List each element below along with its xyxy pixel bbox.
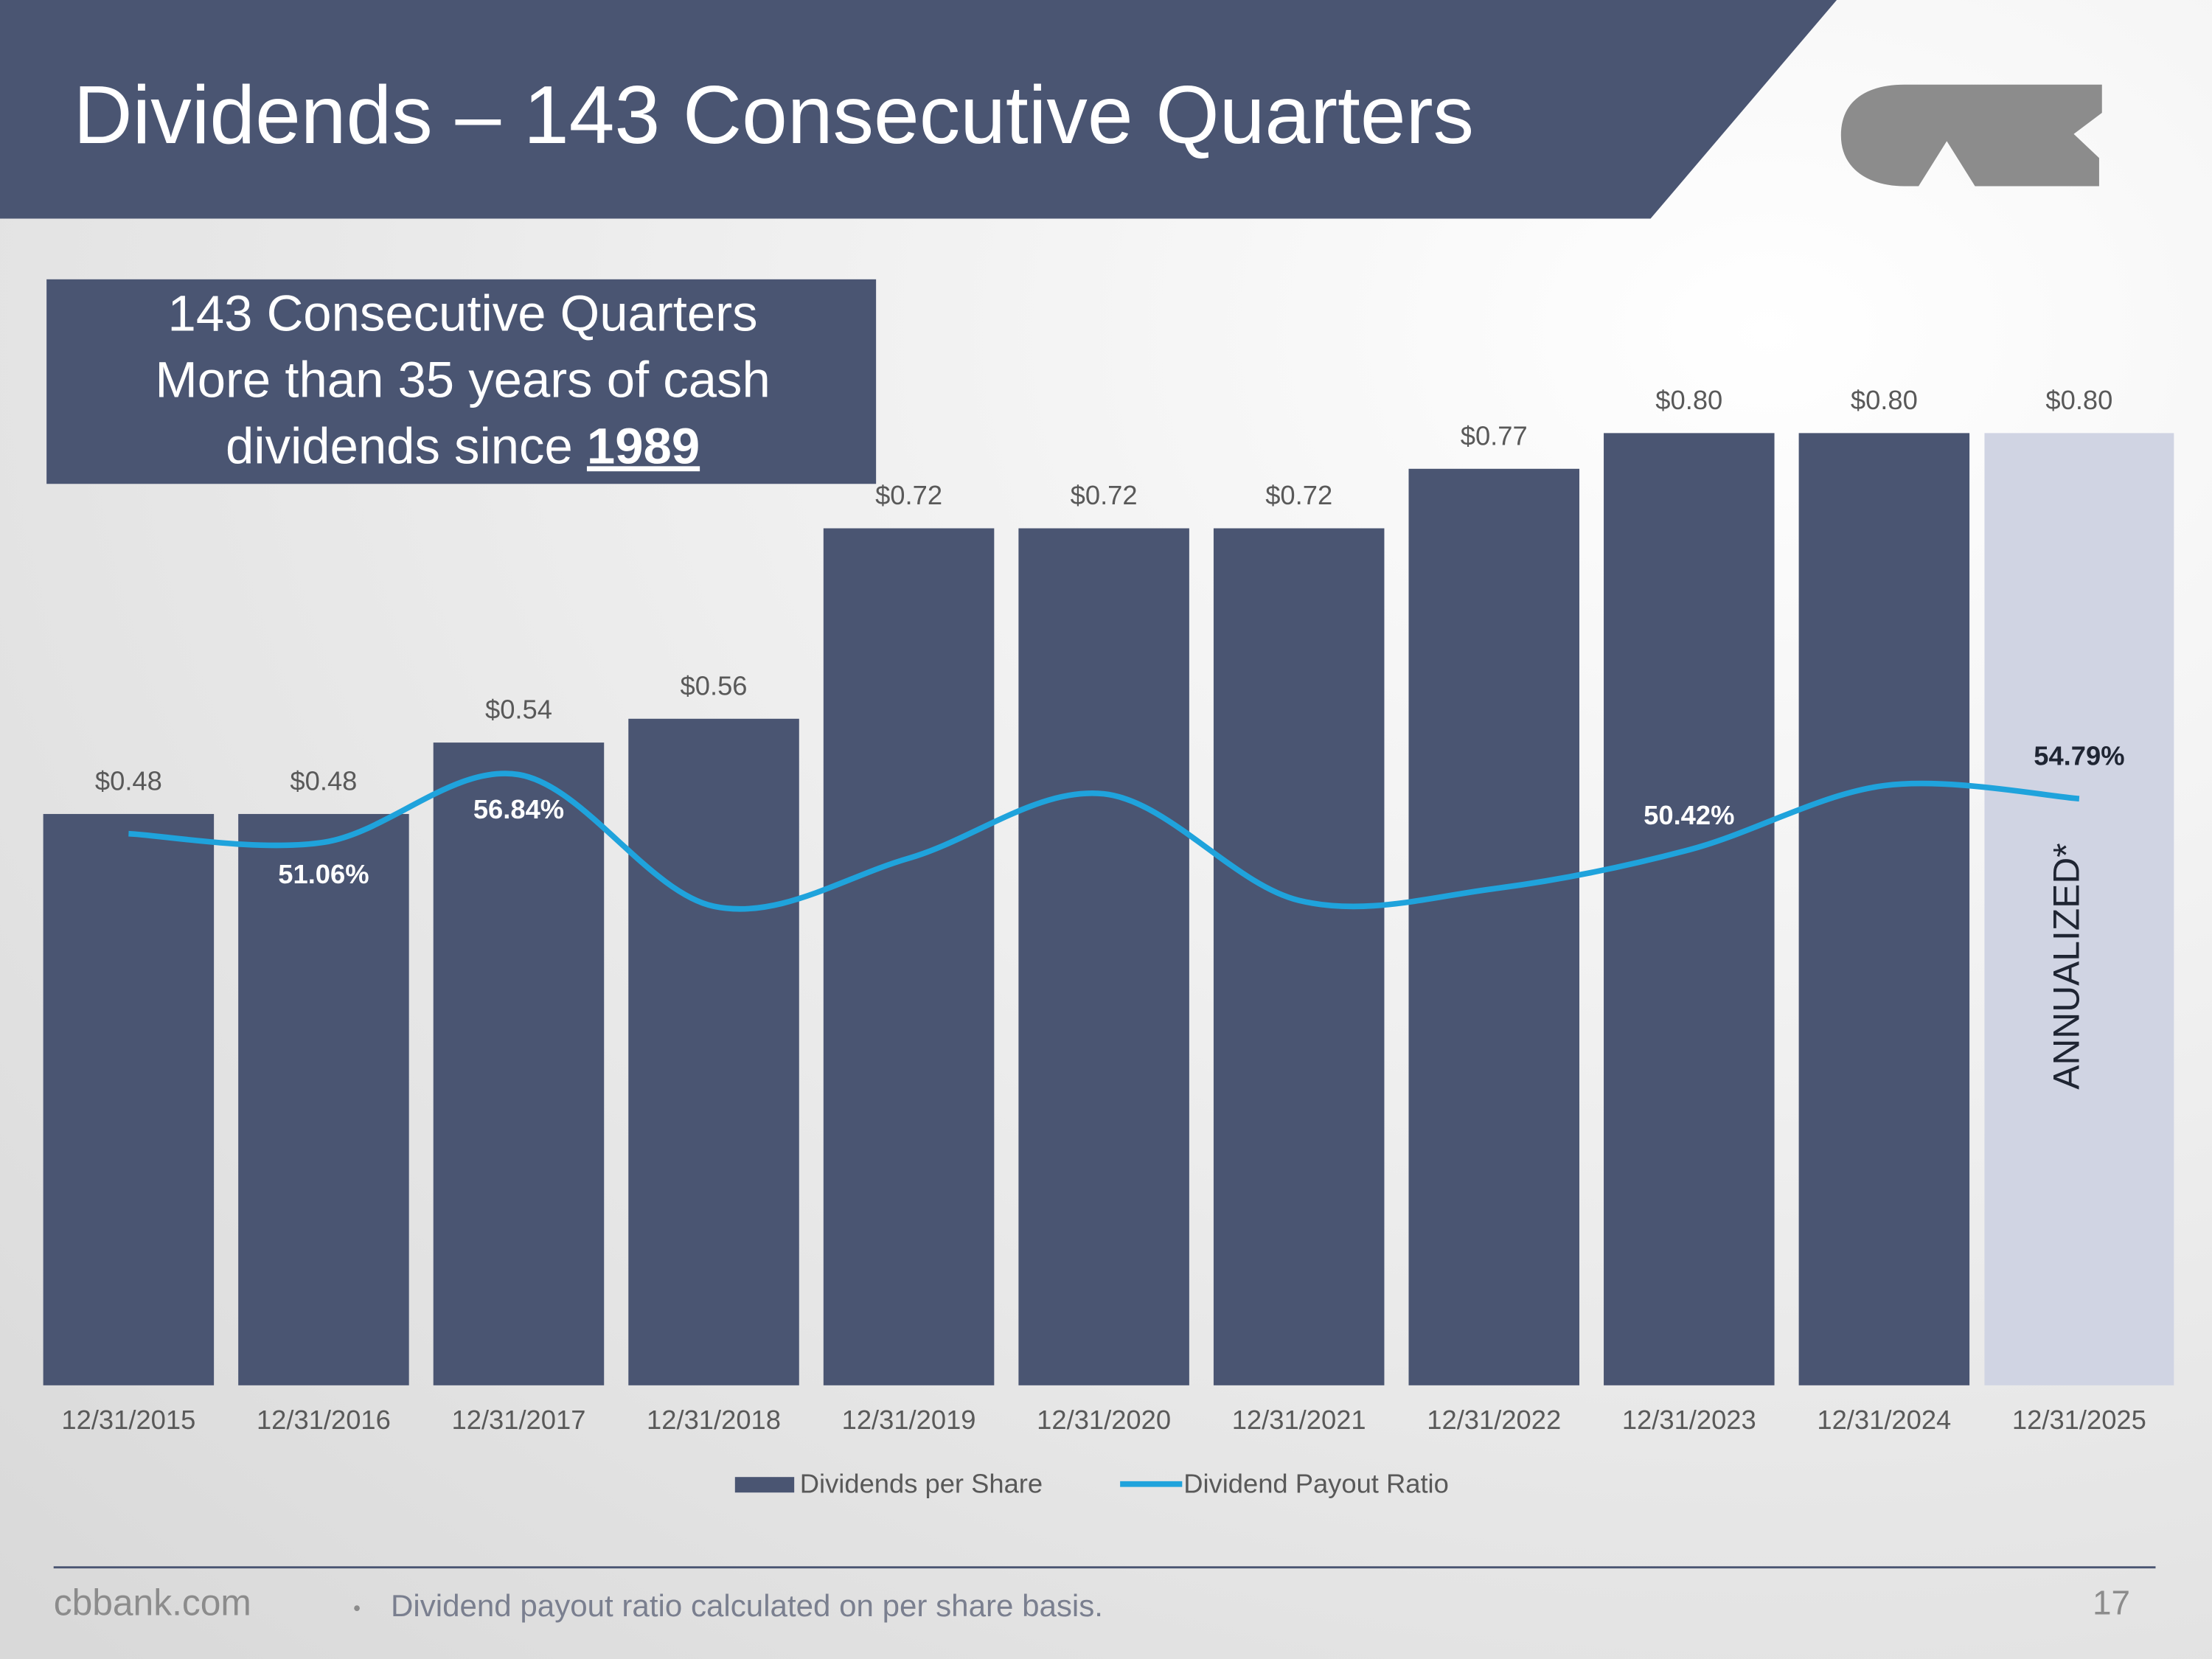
- x-tick-label: 12/31/2021: [1232, 1405, 1366, 1435]
- x-tick-label: 12/31/2019: [842, 1405, 976, 1435]
- bar: [1798, 433, 1970, 1385]
- page-number: 17: [2093, 1583, 2130, 1621]
- bar-value-label: $0.72: [875, 480, 942, 510]
- bar-value-label: $0.54: [485, 695, 552, 725]
- slide-title: Dividends – 143 Consecutive Quarters: [73, 69, 1474, 161]
- bar-value-label: $0.77: [1461, 420, 1528, 451]
- bar: [628, 718, 799, 1385]
- line-value-label: 50.42%: [1644, 800, 1734, 830]
- callout-line: dividends since 1989: [226, 418, 700, 475]
- bar-value-label: $0.48: [95, 765, 162, 796]
- x-tick-label: 12/31/2020: [1037, 1405, 1171, 1435]
- x-tick-label: 12/31/2024: [1817, 1405, 1951, 1435]
- callout-box: [46, 279, 877, 484]
- bar-value-label: $0.72: [1265, 480, 1332, 510]
- callout-line: 143 Consecutive Quarters: [168, 285, 758, 342]
- bar: [1213, 528, 1385, 1385]
- callout-line: dividends since: [226, 418, 573, 475]
- bar: [1408, 468, 1579, 1385]
- legend-swatch: [734, 1477, 795, 1493]
- highlight-column: [1984, 433, 2174, 1385]
- x-tick-label: 12/31/2015: [61, 1405, 195, 1435]
- legend-label: Dividend Payout Ratio: [1183, 1468, 1449, 1498]
- x-tick-label: 12/31/2018: [647, 1405, 781, 1435]
- bar: [238, 813, 409, 1385]
- x-tick-label: 12/31/2017: [452, 1405, 586, 1435]
- callout-year: 1989: [587, 418, 700, 475]
- x-tick-label: 12/31/2023: [1622, 1405, 1756, 1435]
- bullet: [354, 1605, 360, 1611]
- bar-value-label: $0.80: [1851, 385, 1918, 415]
- bar: [1604, 433, 1775, 1385]
- line-value-label: 51.06%: [278, 859, 369, 889]
- title-banner: [0, 0, 1837, 219]
- x-tick-label: 12/31/2025: [2012, 1405, 2146, 1435]
- bar: [43, 813, 215, 1385]
- logo: [1840, 84, 2102, 187]
- bar: [823, 528, 995, 1385]
- bar-value-label: $0.80: [1655, 385, 1722, 415]
- bar: [433, 742, 605, 1385]
- line-value-label: 54.79%: [2034, 740, 2124, 771]
- legend-label: Dividends per Share: [800, 1468, 1043, 1498]
- x-tick-label: 12/31/2016: [257, 1405, 391, 1435]
- callout-line: More than 35 years of cash: [155, 352, 770, 408]
- footer-site: cbbank.com: [54, 1582, 251, 1623]
- bar-value-label: $0.72: [1071, 480, 1138, 510]
- chart: $0.48 $0.48 $0.54 $0.56 $0.72 $0.72 $0.72 $0.77…: [43, 385, 2174, 1498]
- footer-note: Dividend payout ratio calculated on per …: [391, 1588, 1103, 1623]
- bar-value-label: $0.56: [681, 670, 748, 700]
- payout-line: [128, 771, 2080, 912]
- annotation: ANNUALIZED*: [2046, 843, 2087, 1089]
- bar-value-label: $0.80: [2045, 385, 2112, 415]
- line-value-label: 56.84%: [473, 794, 564, 824]
- x-tick-label: 12/31/2022: [1427, 1405, 1561, 1435]
- bar-value-label: $0.48: [290, 765, 357, 796]
- bar: [1018, 528, 1189, 1385]
